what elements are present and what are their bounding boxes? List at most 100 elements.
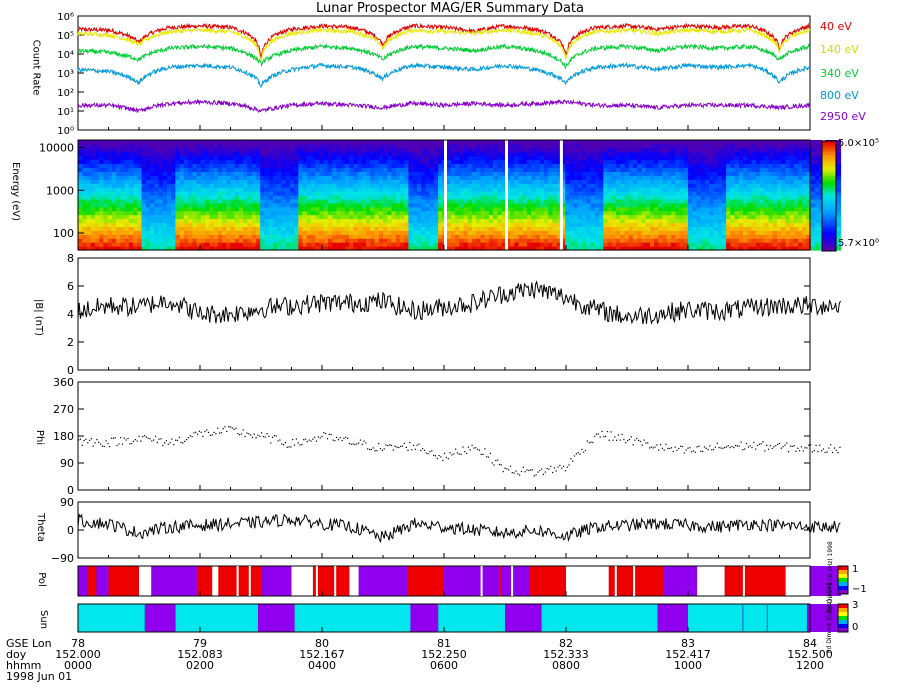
x-tick-hhmm: 0600 xyxy=(430,659,458,672)
x-tick-hhmm: 1200 xyxy=(796,659,824,672)
pol-segment xyxy=(87,566,97,596)
phi-ytick-label: 0 xyxy=(67,484,74,497)
theta-ytick-label: 0 xyxy=(67,524,74,537)
phi-ytick-label: 360 xyxy=(53,376,74,389)
count-rate-ytick-label: 10¹ xyxy=(57,107,74,118)
pol-colorbar xyxy=(838,566,848,595)
pol-segment xyxy=(349,566,359,596)
x-tick-label: 84 152.500 1200 xyxy=(780,638,840,671)
pol-stripe xyxy=(511,566,514,596)
pol-stripe xyxy=(334,566,337,596)
pol-segment xyxy=(358,566,408,596)
sun-segment xyxy=(78,604,146,632)
sun-segment xyxy=(258,604,295,632)
bmag-ytick-label: 2 xyxy=(67,336,74,349)
x-tick-doy: 152.167 xyxy=(299,648,345,661)
energy-ylabel: Energy (eV) xyxy=(9,162,21,221)
x-tick-doy: 152.417 xyxy=(665,648,711,661)
pol-segment xyxy=(261,566,292,596)
pol-segment xyxy=(566,566,610,596)
channel-label-140: 140 eV xyxy=(820,43,859,56)
pol-stripe xyxy=(315,566,318,596)
count-rate-line-2 xyxy=(77,42,811,70)
theta-ylabel: Theta xyxy=(34,513,46,542)
pol-stripe xyxy=(742,566,745,596)
count-rate-ytick-label: 10³ xyxy=(57,69,74,80)
pol-stripe xyxy=(633,566,636,596)
count-rate-line-3 xyxy=(77,61,811,89)
spectrogram-ytick-label: 10000 xyxy=(39,142,74,155)
pol-segment xyxy=(508,566,530,596)
spectrogram-ytick-label: 100 xyxy=(53,227,74,240)
spectrogram-colorbar-min: 5.7×10⁰ xyxy=(838,238,880,249)
sun-segment xyxy=(688,604,725,632)
count-rate-ytick-label: 10⁵ xyxy=(57,31,74,42)
x-tick-lon: 79 xyxy=(193,637,207,650)
sun-colorbar-max: 3 xyxy=(852,600,859,611)
count-rate-ytick-label: 10⁰ xyxy=(57,126,74,137)
count-rate-ytick-label: 10² xyxy=(57,88,74,99)
sun-segment xyxy=(505,604,542,632)
count-rate-line-1 xyxy=(77,26,811,63)
footer-label-lon: GSE Lon xyxy=(6,637,52,650)
x-tick-lon: 83 xyxy=(681,637,695,650)
channel-label-40: 40 eV xyxy=(820,20,852,33)
bmag-ytick-label: 4 xyxy=(67,308,74,321)
x-tick-doy: 152.083 xyxy=(177,648,223,661)
count-rate-line-4 xyxy=(77,98,811,114)
x-tick-hhmm: 0800 xyxy=(552,659,580,672)
spectrogram-colorbar-frame xyxy=(821,140,837,252)
pol-segment xyxy=(529,566,567,596)
sun-ylabel: Sun xyxy=(38,609,50,630)
phi-points xyxy=(78,426,841,477)
pol-segment xyxy=(785,566,811,596)
count-rate-ytick-label: 10⁴ xyxy=(57,50,74,61)
pol-segment xyxy=(78,566,88,596)
spectrogram-colorbar xyxy=(822,141,836,252)
pol-segment xyxy=(810,566,841,596)
pol-segment xyxy=(139,566,152,596)
theta-line xyxy=(77,513,841,544)
pol-segment xyxy=(468,566,509,596)
pol-colorbar-max: 1 xyxy=(852,564,859,575)
pol-segment xyxy=(291,566,314,596)
x-tick-label: 81 152.250 0600 xyxy=(414,638,474,671)
x-tick-doy: 152.500 xyxy=(787,648,833,661)
chart-title: Lunar Prospector MAG/ER Summary Data xyxy=(316,1,584,16)
pol-segment xyxy=(96,566,109,596)
bmag-ytick-label: 0 xyxy=(67,364,74,377)
pol-segment xyxy=(218,566,231,596)
spectrogram-ytick-label: 1000 xyxy=(46,184,74,197)
bmag-ytick-label: 6 xyxy=(67,280,74,293)
x-tick-doy: 152.000 xyxy=(55,648,101,661)
sun-segment xyxy=(410,604,439,632)
sun-segment xyxy=(724,604,808,632)
x-tick-lon: 80 xyxy=(315,637,329,650)
sun-segment xyxy=(294,604,411,632)
count-rate-line-0 xyxy=(77,22,811,58)
x-tick-hhmm: 0000 xyxy=(64,659,92,672)
sun-segment xyxy=(437,604,506,632)
x-tick-lon: 78 xyxy=(71,637,85,650)
x-tick-label: 83 152.417 1000 xyxy=(658,638,718,671)
pol-segment xyxy=(212,566,219,596)
pol-segment xyxy=(108,566,140,596)
pol-colorbar-min: −1 xyxy=(852,584,867,595)
pol-segment xyxy=(230,566,262,596)
channel-label-2950: 2950 eV xyxy=(820,110,866,123)
pol-segment xyxy=(407,566,445,596)
x-tick-hhmm: 0200 xyxy=(186,659,214,672)
bmag-line xyxy=(77,280,841,325)
spectrogram-data-gap xyxy=(505,140,508,250)
x-tick-label: 82 152.333 0800 xyxy=(536,638,596,671)
x-tick-doy: 152.333 xyxy=(543,648,589,661)
pol-segment xyxy=(444,566,469,596)
bmag-ylabel: |B| (nT) xyxy=(33,298,45,337)
theta-ytick-label: 90 xyxy=(60,496,74,509)
sun-segment xyxy=(657,604,689,632)
bmag-ytick-label: 8 xyxy=(67,252,74,265)
sun-colorbar-min: 0 xyxy=(852,622,859,633)
x-tick-label: 80 152.167 0400 xyxy=(292,638,352,671)
sun-colorbar xyxy=(838,604,848,633)
